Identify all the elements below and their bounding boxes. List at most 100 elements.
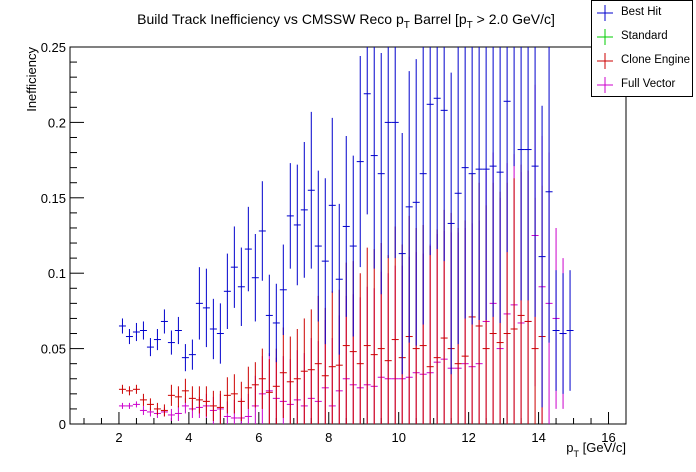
data-point	[118, 402, 126, 409]
legend-swatch-standard	[597, 29, 613, 45]
data-point	[251, 362, 259, 408]
data-point	[118, 384, 126, 394]
data-point	[132, 322, 140, 342]
data-point	[139, 405, 147, 415]
data-point	[510, 178, 518, 424]
series-full-vector	[118, 84, 567, 424]
data-point	[153, 328, 161, 351]
data-point	[139, 393, 147, 406]
data-point	[433, 229, 441, 424]
data-point	[174, 316, 182, 345]
data-point	[132, 384, 140, 394]
data-point	[167, 330, 175, 355]
data-point	[454, 47, 462, 345]
data-point	[328, 117, 336, 293]
legend-swatch-full-vector	[597, 77, 613, 93]
data-point	[230, 226, 238, 308]
data-point	[356, 56, 364, 268]
data-point	[433, 47, 441, 250]
data-point	[328, 291, 336, 424]
data-point	[265, 274, 273, 357]
data-point	[286, 336, 294, 424]
data-point	[398, 132, 406, 375]
legend-label-clone-engine: Clone Engine	[621, 54, 691, 66]
data-point	[321, 178, 329, 345]
data-point	[447, 72, 455, 375]
data-point	[181, 344, 189, 372]
data-point	[188, 386, 196, 411]
legend: Best Hit Standard Clone Engine Full Vect…	[591, 0, 693, 97]
legend-swatch-best-hit	[597, 5, 613, 21]
data-point	[132, 401, 140, 408]
data-point	[244, 366, 252, 409]
x-tick-label: 12	[461, 430, 475, 445]
data-point	[125, 386, 133, 396]
data-point	[118, 318, 126, 334]
y-tick-label: 0.25	[41, 40, 66, 55]
data-point	[146, 338, 154, 357]
y-tick-label: 0.1	[48, 266, 66, 281]
data-point	[405, 71, 413, 343]
y-axis-label: Inefficiency	[24, 47, 39, 112]
x-tick-label: 4	[185, 430, 192, 445]
data-point	[293, 328, 301, 424]
legend-label-best-hit: Best Hit	[621, 6, 662, 18]
x-tick-label: 6	[255, 430, 262, 445]
data-point	[125, 328, 133, 345]
legend-item-best-hit: Best Hit	[592, 1, 692, 25]
data-point	[167, 384, 175, 406]
x-tick-label: 2	[115, 430, 122, 445]
legend-swatch-clone-engine	[597, 53, 613, 69]
legend-item-clone-engine: Clone Engine	[592, 49, 692, 73]
legend-item-full-vector: Full Vector	[592, 73, 692, 97]
data-point	[377, 53, 385, 295]
data-point	[517, 47, 525, 301]
data-point	[139, 321, 147, 340]
data-point	[209, 298, 217, 360]
data-point	[258, 348, 266, 409]
data-point	[475, 47, 483, 320]
data-point	[272, 283, 280, 363]
data-point	[538, 105, 546, 408]
data-point	[482, 47, 490, 320]
y-tick-label: 0.2	[48, 115, 66, 130]
data-point	[146, 398, 154, 411]
data-point	[237, 381, 245, 421]
data-point	[426, 246, 434, 424]
data-point	[125, 402, 133, 409]
data-point	[279, 327, 287, 418]
data-point	[188, 339, 196, 370]
x-tick-label: 10	[391, 430, 405, 445]
data-point	[384, 47, 392, 259]
data-point	[237, 247, 245, 326]
series-best-hit	[118, 47, 574, 408]
data-point	[279, 244, 287, 336]
data-point	[300, 142, 308, 278]
data-point	[286, 163, 294, 269]
data-point	[216, 390, 224, 424]
data-point	[223, 377, 231, 414]
data-point	[426, 47, 434, 256]
data-point	[202, 268, 210, 348]
data-point	[363, 47, 371, 215]
data-point	[412, 59, 420, 346]
data-point	[153, 402, 161, 415]
x-tick-label: 14	[531, 430, 545, 445]
data-point	[531, 47, 539, 317]
data-point	[349, 155, 357, 337]
legend-label-standard: Standard	[621, 30, 668, 42]
y-axis-ticks: 0 0.05 0.1 0.15 0.2 0.25	[41, 40, 84, 432]
legend-label-full-vector: Full Vector	[621, 78, 676, 90]
data-point	[258, 181, 266, 281]
data-point	[160, 404, 168, 417]
data-point	[216, 303, 224, 364]
data-point	[419, 47, 427, 325]
data-point	[552, 270, 560, 391]
data-point	[496, 47, 504, 323]
data-point	[356, 273, 364, 424]
x-tick-label: 16	[601, 430, 615, 445]
data-point	[307, 309, 315, 424]
data-point	[300, 318, 308, 424]
y-tick-label: 0	[59, 417, 66, 432]
